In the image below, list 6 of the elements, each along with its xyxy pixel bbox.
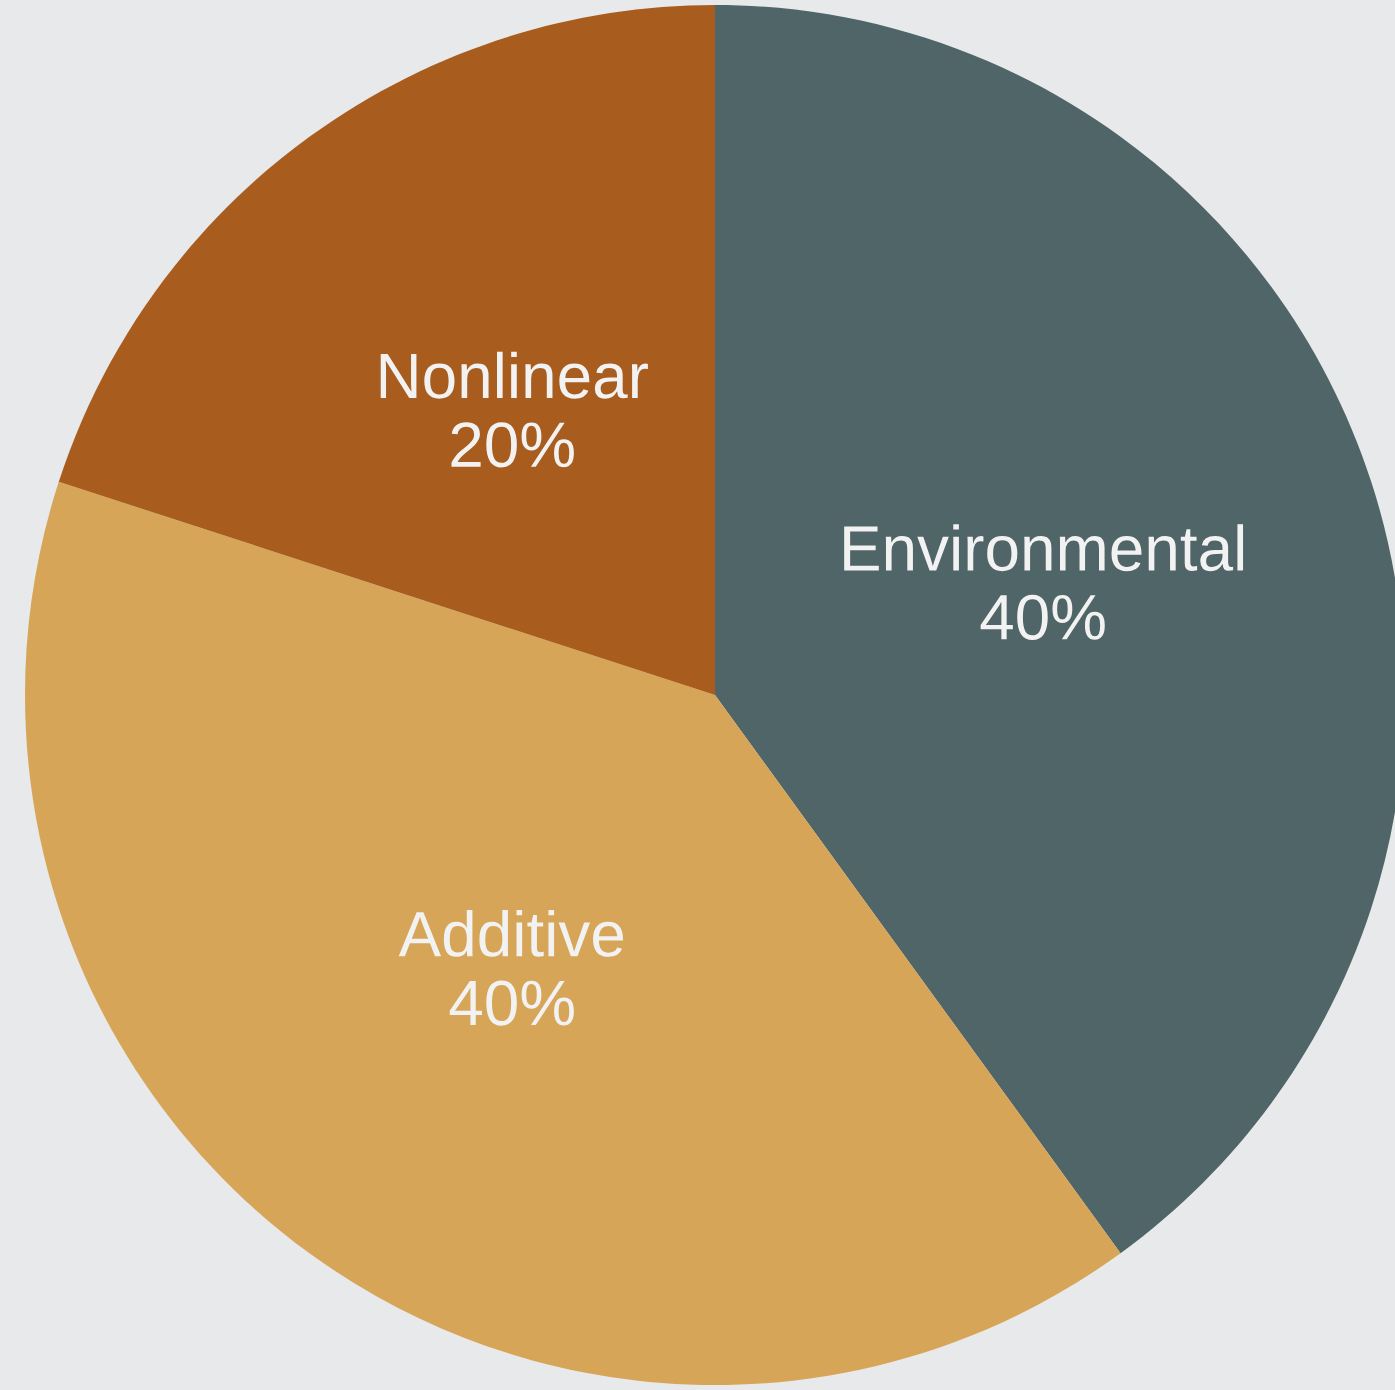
slice-label: Environmental: [844, 524, 1244, 572]
data-label: 20%: [451, 422, 574, 468]
data-label: 40%: [980, 594, 1105, 640]
slice-label: Nonlinear: [380, 351, 648, 399]
data-label: 40%: [449, 980, 574, 1026]
slice-label: Additive: [398, 909, 624, 957]
